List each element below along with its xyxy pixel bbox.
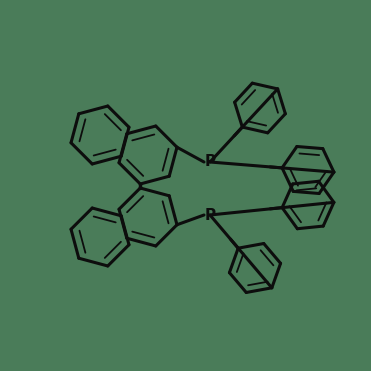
Text: P: P <box>204 207 216 223</box>
Text: P: P <box>204 154 216 170</box>
